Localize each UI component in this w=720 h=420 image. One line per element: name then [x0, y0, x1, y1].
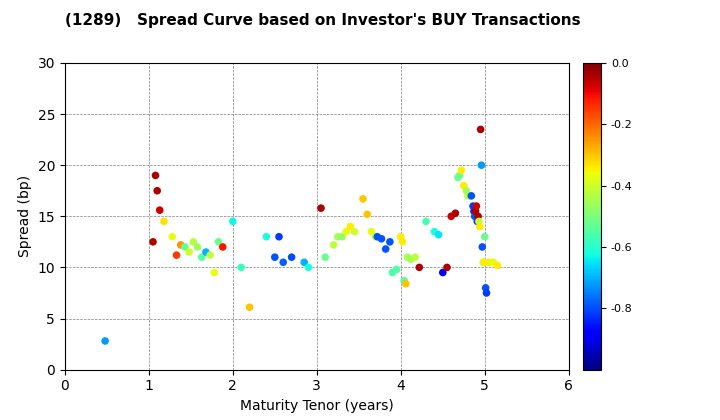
Point	[151, 187, 163, 194]
Point	[420, 218, 432, 225]
Point	[479, 234, 490, 240]
Point	[437, 269, 449, 276]
Point	[476, 162, 487, 168]
Point	[277, 259, 289, 265]
Point	[192, 244, 203, 250]
Point	[456, 167, 467, 173]
Point	[462, 192, 474, 199]
Point	[286, 254, 297, 260]
Point	[184, 249, 195, 255]
Point	[150, 172, 161, 179]
X-axis label: Maturity Tenor (years): Maturity Tenor (years)	[240, 399, 394, 413]
Point	[154, 207, 166, 213]
Point	[99, 338, 111, 344]
Point	[332, 234, 343, 240]
Point	[200, 249, 212, 255]
Point	[384, 239, 396, 245]
Point	[468, 208, 480, 215]
Point	[336, 234, 348, 240]
Point	[204, 252, 216, 258]
Point	[478, 259, 490, 265]
Point	[227, 218, 238, 225]
Point	[298, 259, 310, 265]
Point	[244, 304, 256, 311]
Point	[171, 252, 182, 258]
Point	[376, 236, 387, 242]
Point	[409, 254, 420, 260]
Point	[361, 211, 373, 218]
Point	[391, 266, 402, 273]
Point	[348, 228, 360, 235]
Point	[273, 234, 284, 240]
Point	[446, 213, 457, 220]
Point	[405, 256, 417, 262]
Point	[467, 203, 479, 210]
Point	[452, 174, 464, 181]
Point	[471, 203, 482, 210]
Point	[217, 244, 228, 250]
Point	[469, 213, 480, 220]
Point	[166, 234, 178, 240]
Point	[235, 264, 247, 271]
Point	[473, 218, 485, 225]
Y-axis label: Spread (bp): Spread (bp)	[18, 175, 32, 257]
Point	[400, 281, 412, 287]
Point	[302, 264, 314, 271]
Point	[458, 182, 469, 189]
Point	[398, 277, 410, 284]
Point	[158, 218, 170, 225]
Y-axis label: Time in years between 5/2/2025 and Trade Date
(Past Trade Date is given as negat: Time in years between 5/2/2025 and Trade…	[719, 91, 720, 342]
Point	[428, 228, 440, 235]
Point	[357, 196, 369, 202]
Point	[187, 239, 199, 245]
Point	[315, 205, 327, 212]
Point	[481, 290, 492, 297]
Point	[328, 241, 339, 248]
Point	[397, 239, 408, 245]
Point	[370, 234, 382, 240]
Point	[480, 284, 491, 291]
Point	[477, 244, 488, 250]
Point	[175, 241, 186, 248]
Point	[366, 228, 377, 235]
Point	[179, 244, 191, 250]
Point	[269, 254, 281, 260]
Point	[472, 213, 484, 220]
Point	[464, 192, 475, 199]
Point	[475, 126, 487, 133]
Point	[196, 254, 207, 260]
Point	[147, 239, 158, 245]
Point	[261, 234, 272, 240]
Point	[472, 218, 483, 225]
Point	[454, 172, 465, 179]
Point	[402, 254, 413, 260]
Point	[483, 259, 495, 265]
Point	[487, 259, 499, 265]
Point	[209, 269, 220, 276]
Point	[413, 264, 425, 271]
Point	[477, 259, 489, 265]
Text: (1289)   Spread Curve based on Investor's BUY Transactions: (1289) Spread Curve based on Investor's …	[65, 13, 580, 28]
Point	[469, 208, 481, 215]
Point	[441, 264, 453, 271]
Point	[320, 254, 331, 260]
Point	[213, 239, 225, 245]
Point	[461, 187, 472, 194]
Point	[341, 228, 352, 235]
Point	[466, 192, 477, 199]
Point	[492, 262, 503, 269]
Point	[395, 234, 407, 240]
Point	[372, 234, 383, 240]
Point	[433, 231, 444, 238]
Point	[387, 269, 398, 276]
Point	[345, 223, 356, 230]
Point	[380, 246, 392, 252]
Point	[449, 210, 461, 217]
Point	[474, 223, 485, 230]
